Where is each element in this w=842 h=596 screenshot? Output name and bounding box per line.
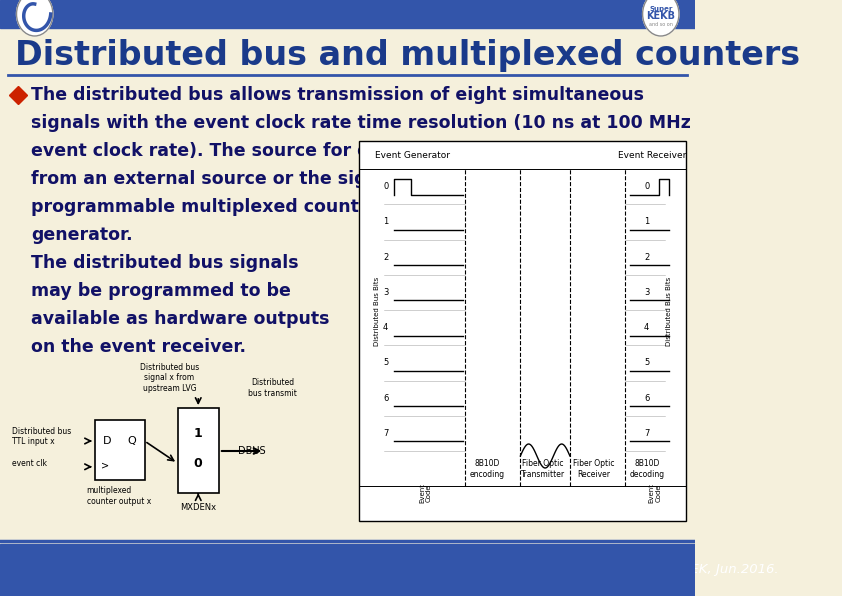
- Text: 7: 7: [383, 429, 388, 438]
- Text: D: D: [103, 436, 112, 446]
- Text: from an external source or the signals may be generated with: from an external source or the signals m…: [31, 170, 641, 188]
- Text: Distributed bus
TTL input x: Distributed bus TTL input x: [13, 427, 72, 446]
- Text: 4: 4: [677, 563, 688, 578]
- Text: 8B10D
decoding: 8B10D decoding: [629, 460, 664, 479]
- Bar: [360, 141, 685, 521]
- Text: multiplexed
counter output x: multiplexed counter output x: [87, 486, 151, 505]
- Text: Event
Code: Event Code: [648, 483, 662, 503]
- Text: 3: 3: [644, 288, 649, 297]
- Text: 0: 0: [644, 182, 649, 191]
- Text: available as hardware outputs: available as hardware outputs: [31, 310, 330, 328]
- Text: Injector Linac Upgrade towards SuperKEKB: Injector Linac Upgrade towards SuperKEKB: [10, 563, 296, 576]
- Bar: [95, 420, 145, 480]
- Text: event clock rate). The source for distributed bus signals may come: event clock rate). The source for distri…: [31, 142, 688, 160]
- Text: K.Furukawa, KEK, Jun.2016.: K.Furukawa, KEK, Jun.2016.: [596, 563, 779, 576]
- Text: generator.: generator.: [31, 226, 133, 244]
- Circle shape: [17, 0, 53, 36]
- Text: Distributed
bus transmit: Distributed bus transmit: [248, 378, 297, 398]
- Text: The distributed bus signals: The distributed bus signals: [31, 254, 299, 272]
- Text: 6: 6: [383, 393, 388, 403]
- Text: The distributed bus allows transmission of eight simultaneous: The distributed bus allows transmission …: [31, 86, 644, 104]
- Text: programmable multiplexed counters (MXC) inside the event: programmable multiplexed counters (MXC) …: [31, 198, 621, 216]
- Text: and so on: and so on: [649, 21, 673, 26]
- Text: 2: 2: [644, 253, 649, 262]
- Circle shape: [642, 0, 679, 36]
- Text: may be programmed to be: may be programmed to be: [31, 282, 291, 300]
- Text: 6: 6: [644, 393, 649, 403]
- Text: Fiber Optic
Transmitter: Fiber Optic Transmitter: [520, 460, 565, 479]
- Text: MXDENx: MXDENx: [180, 504, 216, 513]
- Text: signals with the event clock rate time resolution (10 ns at 100 MHz: signals with the event clock rate time r…: [31, 114, 691, 132]
- Text: 5: 5: [644, 358, 649, 367]
- Text: Distributed bus and multiplexed counters: Distributed bus and multiplexed counters: [15, 39, 800, 72]
- Text: KEKB: KEKB: [647, 11, 675, 21]
- Text: Event
Code: Event Code: [418, 483, 432, 503]
- Text: >: >: [101, 460, 109, 470]
- Text: Super: Super: [649, 6, 673, 12]
- Bar: [0, 0, 695, 28]
- Text: event clk: event clk: [13, 459, 47, 468]
- Text: 4: 4: [644, 323, 649, 332]
- Text: 8B10D
encoding: 8B10D encoding: [470, 460, 505, 479]
- Text: on the event receiver.: on the event receiver.: [31, 338, 247, 356]
- Text: 1: 1: [194, 427, 203, 440]
- Bar: [0, 544, 695, 596]
- Text: 3: 3: [383, 288, 388, 297]
- Text: DBUS: DBUS: [238, 446, 266, 456]
- Text: 2: 2: [383, 253, 388, 262]
- Text: Fiber Optic
Receiver: Fiber Optic Receiver: [573, 460, 615, 479]
- Text: 1: 1: [383, 218, 388, 226]
- Text: 0: 0: [194, 457, 203, 470]
- Text: 7: 7: [644, 429, 649, 438]
- Text: 4: 4: [383, 323, 388, 332]
- Text: Event Receiver: Event Receiver: [618, 151, 687, 160]
- Text: 5: 5: [383, 358, 388, 367]
- Text: Q: Q: [128, 436, 136, 446]
- Bar: [178, 408, 219, 493]
- Text: 0: 0: [383, 182, 388, 191]
- Text: 1: 1: [644, 218, 649, 226]
- Text: Distributed bus
signal x from
upstream LVG: Distributed bus signal x from upstream L…: [140, 363, 199, 393]
- Text: Event Generator: Event Generator: [376, 151, 450, 160]
- Text: Distributed Bus Bits: Distributed Bus Bits: [666, 277, 672, 346]
- Text: Distributed Bus Bits: Distributed Bus Bits: [375, 277, 381, 346]
